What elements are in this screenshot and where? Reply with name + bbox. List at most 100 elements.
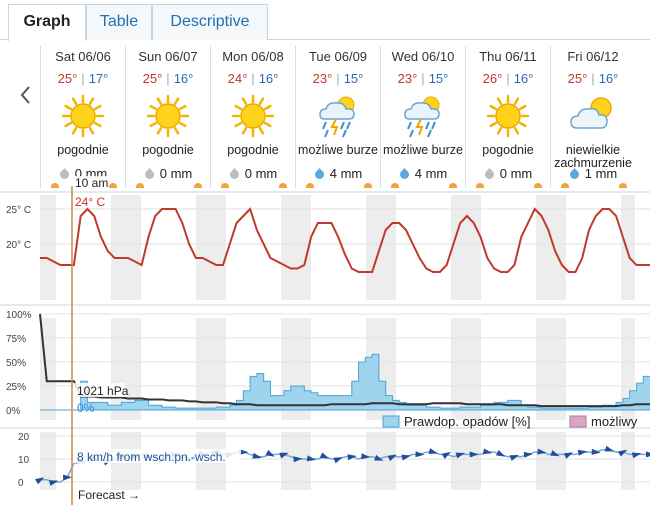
readout-bg bbox=[73, 449, 241, 463]
chevron-left-icon bbox=[20, 86, 30, 104]
night-band bbox=[451, 432, 465, 490]
wind-arrow bbox=[469, 451, 479, 458]
weather-description: pogodnie bbox=[482, 143, 534, 157]
night-band bbox=[536, 432, 550, 490]
weather-description: możliwe burze bbox=[383, 143, 463, 157]
day-date: Tue 06/09 bbox=[308, 49, 368, 64]
night-band bbox=[196, 195, 210, 300]
y-tick-label: 20 bbox=[18, 432, 30, 443]
readout-bg bbox=[73, 176, 109, 190]
wind-arrow bbox=[631, 452, 642, 459]
wind-arrow bbox=[523, 451, 533, 458]
day-temperatures: 23° | 15° bbox=[312, 71, 364, 86]
sunset-icon bbox=[109, 183, 117, 188]
night-band bbox=[210, 195, 226, 300]
night-band bbox=[380, 195, 396, 300]
forecast-marker-label: Forecast → bbox=[78, 488, 141, 502]
wind-arrow bbox=[319, 452, 330, 459]
night-band bbox=[621, 432, 635, 490]
night-band bbox=[295, 432, 311, 490]
sunset-icon bbox=[534, 183, 542, 188]
wind-arrow bbox=[591, 448, 601, 455]
y-tick-label: 100% bbox=[6, 310, 32, 321]
night-band bbox=[281, 195, 295, 300]
precipitation-amount: 4 mm bbox=[381, 166, 466, 182]
night-band bbox=[125, 195, 141, 300]
legend-label: Prawdop. opadów [%] bbox=[404, 414, 530, 429]
wind-arrow bbox=[604, 445, 615, 452]
night-band bbox=[621, 195, 635, 300]
weather-description: pogodnie bbox=[57, 143, 109, 157]
sun-icon bbox=[41, 90, 125, 142]
precipitation-amount: 0 mm bbox=[211, 166, 296, 182]
day-column: Mon 06/08 24° | 16° pogodnie 0 mm bbox=[210, 46, 295, 188]
wind-arrow bbox=[577, 449, 588, 456]
previous-days-button[interactable] bbox=[14, 84, 38, 114]
sunrise-icon bbox=[561, 183, 569, 188]
sunrise-icon bbox=[391, 183, 399, 188]
max-temperature: 25° bbox=[567, 71, 588, 86]
weather-description: możliwe burze bbox=[298, 143, 378, 157]
night-band bbox=[40, 432, 56, 490]
day-temperatures: 25° | 16° bbox=[567, 71, 619, 86]
wind-arrow bbox=[455, 452, 466, 459]
min-temperature: 16° bbox=[598, 71, 619, 86]
y-tick-label: 75% bbox=[6, 334, 26, 345]
day-temperatures: 25° | 17° bbox=[57, 71, 109, 86]
min-temperature: 16° bbox=[173, 71, 194, 86]
sunset-icon bbox=[619, 183, 627, 188]
sunrise-icon bbox=[476, 183, 484, 188]
day-date: Thu 06/11 bbox=[479, 49, 537, 64]
day-column: Sun 06/07 25° | 16° pogodnie 0 mm bbox=[125, 46, 210, 188]
sun-icon bbox=[211, 90, 295, 142]
wind-arrow bbox=[35, 477, 45, 485]
sunset-icon bbox=[449, 183, 457, 188]
day-column: Sat 06/06 25° | 17° pogodnie 0 mm bbox=[40, 46, 125, 188]
weather-description: pogodnie bbox=[227, 143, 279, 157]
wind-arrow bbox=[347, 454, 357, 461]
night-band bbox=[550, 318, 566, 420]
max-temperature: 23° bbox=[397, 71, 418, 86]
night-band bbox=[550, 195, 566, 300]
day-date: Mon 06/08 bbox=[222, 49, 284, 64]
sunrise-icon bbox=[306, 183, 314, 188]
precipitation-amount: 1 mm bbox=[551, 166, 636, 182]
night-band bbox=[536, 318, 550, 420]
cursor-wind: 8 km/h from wsch.pn.-wsch. bbox=[77, 450, 226, 464]
wind-arrow bbox=[537, 448, 547, 455]
tab-table[interactable]: Table bbox=[86, 4, 152, 40]
sunrise-icon bbox=[136, 183, 144, 188]
cursor-time: 10 am bbox=[75, 176, 108, 190]
max-temperature: 26° bbox=[482, 71, 503, 86]
wind-arrow bbox=[48, 480, 59, 486]
min-temperature: 15° bbox=[343, 71, 364, 86]
sunrise-icon bbox=[221, 183, 229, 188]
min-temperature: 16° bbox=[258, 71, 279, 86]
day-date: Sat 06/06 bbox=[55, 49, 111, 64]
cursor-temperature: 24° C bbox=[75, 195, 105, 209]
wind-arrow bbox=[293, 456, 303, 463]
y-tick-label: 0% bbox=[6, 406, 21, 417]
tab-descriptive[interactable]: Descriptive bbox=[152, 4, 268, 40]
night-band bbox=[196, 318, 210, 420]
wind-arrow bbox=[415, 451, 425, 458]
night-band bbox=[366, 195, 380, 300]
sunrise-icon bbox=[51, 183, 59, 188]
day-date: Fri 06/12 bbox=[567, 49, 619, 64]
tab-graph[interactable]: Graph bbox=[8, 4, 86, 41]
wind-arrow bbox=[617, 449, 628, 457]
night-band bbox=[465, 195, 481, 300]
day-column: Wed 06/10 23° | 15° możliwe burze 4 mm bbox=[380, 46, 465, 188]
y-tick-label: 25% bbox=[6, 382, 26, 393]
night-band bbox=[210, 318, 226, 420]
view-tabs: Graph Table Descriptive bbox=[0, 0, 650, 41]
y-tick-label: 10 bbox=[18, 455, 30, 466]
night-band bbox=[125, 318, 141, 420]
day-column: Thu 06/11 26° | 16° pogodnie 0 mm bbox=[465, 46, 550, 188]
wind-arrow bbox=[563, 452, 574, 459]
y-tick-label: 0 bbox=[18, 478, 24, 489]
wind-arrow bbox=[482, 448, 493, 455]
legend-swatch bbox=[382, 415, 400, 428]
max-temperature: 24° bbox=[227, 71, 248, 86]
y-tick-label: 50% bbox=[6, 358, 26, 369]
